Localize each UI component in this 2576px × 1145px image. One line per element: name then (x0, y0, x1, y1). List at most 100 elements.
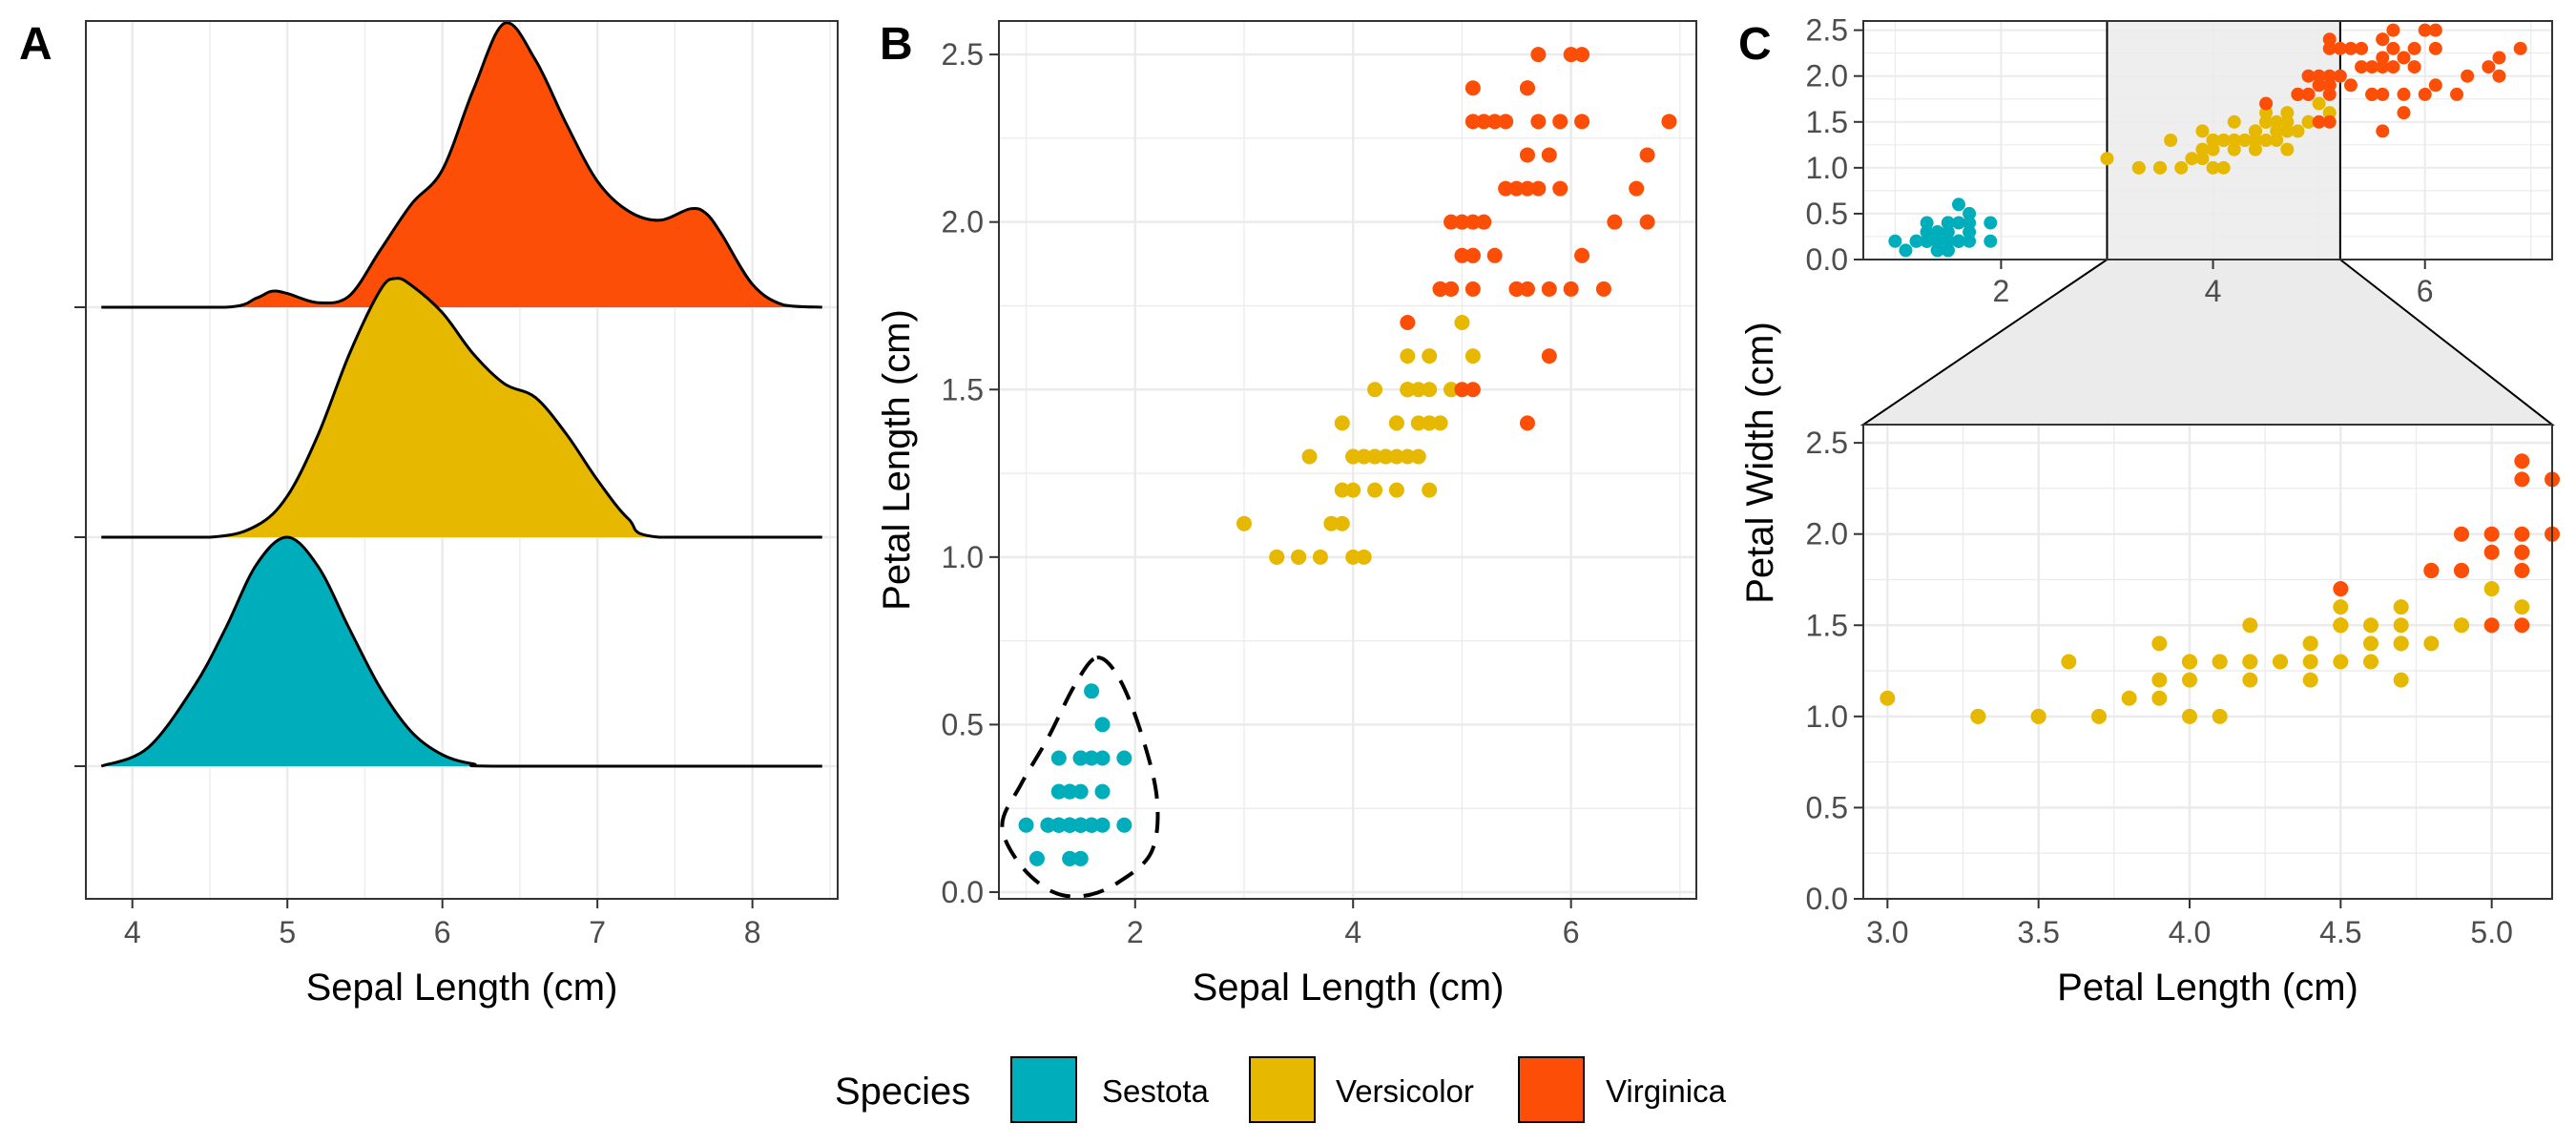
panel-c-zoom-y-tick-label: 2.5 (1806, 426, 1848, 460)
panel-b-point-virginica (1465, 382, 1481, 398)
panel-c-zoom-y-tick-label: 1.5 (1806, 608, 1848, 642)
panel-c-overview-point-virginica (2492, 69, 2506, 83)
panel-c-overview-point-sestota (1963, 225, 1977, 239)
panel-c-overview-x-tick-label: 4 (2205, 274, 2222, 308)
legend-title: Species (835, 1071, 970, 1113)
panel-c-overview-point-virginica (2386, 60, 2400, 74)
panel-c-overview-point-versicolor (2248, 134, 2262, 147)
panel-c-overview-point-virginica (2312, 69, 2326, 83)
panel-b-point-virginica (1541, 281, 1557, 297)
panel-b-point-versicolor (1356, 448, 1372, 465)
panel-c-zoom-point-versicolor (2454, 617, 2469, 634)
legend-key-virginica (1518, 1056, 1585, 1123)
panel-c-zoom-point-virginica (2514, 544, 2530, 560)
panel-c-overview-point-virginica (2461, 69, 2475, 83)
panel-c-overview-point-versicolor (2280, 142, 2295, 156)
panel-b-point-virginica (1465, 80, 1481, 96)
panel-a-ridgeline-chart: 4 5 6 7 8 Sepal Length (cm) (74, 20, 839, 1009)
panel-a-x-axis-title: Sepal Length (cm) (306, 967, 618, 1009)
panel-c-overview-point-sestota (1941, 225, 1955, 239)
panel-b-y-tick-label: 0.0 (942, 875, 984, 909)
panel-b-point-versicolor (1334, 482, 1350, 498)
panel-c-overview-point-sestota (1963, 216, 1977, 230)
panel-c-x-axis-title: Petal Length (cm) (2057, 967, 2358, 1009)
panel-b-point-virginica (1486, 114, 1503, 130)
panel-b-point-virginica (1607, 214, 1623, 230)
panel-c-zoom-point-versicolor (2151, 690, 2168, 706)
panel-c-overview-point-sestota (1941, 234, 1955, 248)
panel-c-overview-point-virginica (2376, 32, 2390, 47)
panel-c-zoom-point-versicolor (2182, 672, 2197, 688)
panel-b-point-versicolor (1323, 515, 1340, 531)
panel-c-zoom-point-versicolor (2363, 617, 2379, 634)
panel-c-overview-point-virginica (2301, 87, 2316, 101)
panel-c-zoom-point-virginica (2333, 581, 2349, 597)
panel-c-overview-point-virginica (2428, 41, 2442, 55)
panel-c-zoom-point-versicolor (2333, 654, 2349, 670)
panel-c-overview-point-versicolor (2322, 106, 2337, 120)
panel-c-overview-point-virginica (2397, 106, 2411, 120)
panel-c-overview-point-virginica (2355, 60, 2369, 74)
panel-b-y-axis-title: Petal Length (cm) (876, 309, 918, 611)
panel-b-point-virginica (1541, 147, 1557, 163)
panel-b-point-versicolor (1400, 448, 1416, 465)
panel-b-point-sestota (1084, 683, 1100, 699)
panel-c-zoom-point-versicolor (2393, 672, 2409, 688)
panel-c-zoom-point-versicolor (1880, 690, 1896, 706)
panel-b-point-virginica (1629, 180, 1645, 197)
panel-b-point-virginica (1661, 114, 1677, 130)
panel-b-point-versicolor (1410, 382, 1426, 398)
panel-b-point-sestota (1084, 817, 1100, 833)
panel-b-point-versicolor (1432, 415, 1448, 431)
panel-a-density-fill-versicolor (101, 278, 822, 537)
panel-c-zoom-point-versicolor (2363, 635, 2379, 652)
panel-c-overview-point-versicolor (2195, 142, 2210, 156)
panel-c-zoom-point-versicolor (1970, 708, 1986, 724)
panel-b-point-sestota (1028, 850, 1045, 866)
panel-b-point-virginica (1639, 214, 1655, 230)
panel-c-zoom-point-virginica (2514, 562, 2530, 578)
panel-c-overview-point-virginica (2428, 23, 2442, 37)
panel-c-overview-point-sestota (1984, 216, 1998, 230)
panel-b-point-virginica (1476, 214, 1492, 230)
panel-b-point-virginica (1552, 180, 1568, 197)
panel-c-zoom-point-virginica (2514, 526, 2530, 542)
panel-c-overview-points (1888, 23, 2527, 258)
panel-b-point-virginica (1530, 180, 1547, 197)
panel-b-point-virginica (1444, 281, 1460, 297)
panel-c-overview-point-virginica (2407, 41, 2421, 55)
panel-c-overview-point-virginica (2322, 114, 2337, 129)
panel-c-overview-frame (1862, 20, 2553, 260)
panel-b-point-sestota (1072, 750, 1089, 766)
panel-c-overview-point-versicolor (2164, 134, 2178, 147)
panel-c-overview-point-versicolor (2206, 142, 2220, 156)
panel-b-scatter-chart: 2 4 60.00.51.01.52.02.5 Sepal Length (cm) … (876, 20, 1697, 1009)
legend-key-versicolor (1249, 1056, 1316, 1123)
panel-c-zoom-point-versicolor (2030, 708, 2046, 724)
panel-c-zoom-x-tick-label: 3.5 (2017, 915, 2059, 949)
panel-b-point-virginica (1563, 47, 1579, 63)
panel-c-overview-point-sestota (1941, 216, 1955, 230)
panel-c-overview-point-versicolor (2301, 114, 2316, 129)
panel-b-point-sestota (1094, 750, 1111, 766)
panel-c-overview-point-versicolor (2259, 106, 2274, 120)
panel-c-zoom-point-virginica (2454, 526, 2469, 542)
panel-b-point-versicolor (1422, 482, 1438, 498)
panel-c-overview-point-versicolor (2227, 134, 2241, 147)
panel-b-point-virginica (1465, 214, 1481, 230)
panel-b-y-tick-label: 2.5 (942, 37, 984, 72)
panel-a-axes: 4 5 6 7 8 (74, 306, 761, 949)
panel-c-overview-x-tick-label: 6 (2417, 274, 2434, 308)
panel-b-point-virginica (1595, 281, 1611, 297)
panel-b-point-virginica (1519, 80, 1535, 96)
panel-b-point-versicolor (1367, 482, 1383, 498)
panel-c-zoom-x-tick-label: 5.0 (2470, 915, 2512, 949)
panel-c-zoom-point-virginica (2514, 617, 2530, 634)
panel-c-overview-point-virginica (2386, 23, 2400, 37)
panel-c-overview-point-virginica (2513, 41, 2527, 55)
panel-a-density-fill-sestota (101, 536, 822, 766)
panel-c-overview-point-sestota (1951, 198, 1965, 212)
panel-c-overview-point-versicolor (2206, 160, 2220, 175)
panel-b-x-tick-label: 4 (1344, 915, 1361, 949)
panel-a-x-tick-label: 6 (434, 915, 451, 949)
